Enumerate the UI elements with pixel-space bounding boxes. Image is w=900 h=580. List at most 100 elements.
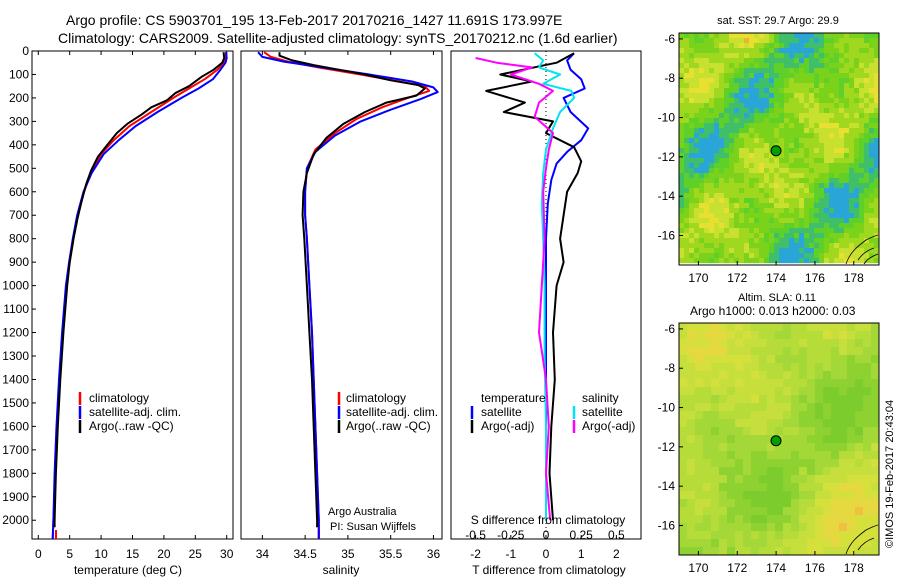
map-cell xyxy=(743,379,752,388)
map-cell xyxy=(791,499,800,508)
map-cell xyxy=(849,168,855,174)
map-cell xyxy=(694,173,700,179)
map-cell xyxy=(863,419,872,428)
map-cell xyxy=(839,138,845,144)
map-cell xyxy=(855,451,864,460)
map-cell xyxy=(754,73,760,79)
map-cell xyxy=(839,213,845,219)
map-cell xyxy=(794,188,800,194)
credit-program: Argo Australia xyxy=(328,506,397,518)
map-cell xyxy=(779,128,785,134)
map-cell xyxy=(847,331,856,340)
map-cell xyxy=(804,228,810,234)
map-cell xyxy=(839,43,845,49)
salinity-xlabel: salinity xyxy=(323,563,360,577)
map-cell xyxy=(799,113,805,119)
map-cell xyxy=(719,419,728,428)
map-cell xyxy=(714,33,720,39)
map-cell xyxy=(849,48,855,54)
map-cell xyxy=(804,108,810,114)
map-cell xyxy=(714,238,720,244)
map-cell xyxy=(694,178,700,184)
map-cell xyxy=(709,73,715,79)
map-cell xyxy=(709,63,715,69)
map-cell xyxy=(703,379,712,388)
map-cell xyxy=(847,499,856,508)
map-cell xyxy=(754,88,760,94)
map-cell xyxy=(831,339,840,348)
map-cell xyxy=(764,173,770,179)
map-cell xyxy=(864,108,870,114)
map-cell xyxy=(859,173,865,179)
map-cell xyxy=(684,198,690,204)
legend-label-climatology: climatology xyxy=(89,391,149,405)
map-cell xyxy=(719,108,725,114)
map-cell xyxy=(784,118,790,124)
map-cell xyxy=(774,78,780,84)
depth-tick-label: 500 xyxy=(9,161,29,175)
map-cell xyxy=(847,459,856,468)
map-cell xyxy=(854,128,860,134)
map-cell xyxy=(727,363,736,372)
map-cell xyxy=(824,68,830,74)
map-cell xyxy=(699,218,705,224)
map-cell xyxy=(719,113,725,119)
map-cell xyxy=(734,128,740,134)
depth-tick-label: 800 xyxy=(9,232,29,246)
map-cell xyxy=(714,203,720,209)
map-cell xyxy=(839,143,845,149)
map-cell xyxy=(751,475,760,484)
map-cell xyxy=(869,148,875,154)
map-cell xyxy=(809,203,815,209)
map-cell xyxy=(869,138,875,144)
map-cell xyxy=(679,403,688,412)
map-cell xyxy=(839,228,845,234)
map-cell xyxy=(829,98,835,104)
map-cell xyxy=(809,143,815,149)
map-cell xyxy=(689,163,695,169)
map-cell xyxy=(749,233,755,239)
map-cell xyxy=(799,203,805,209)
map-cell xyxy=(684,138,690,144)
map-cell xyxy=(799,133,805,139)
map-cell xyxy=(815,387,824,396)
map-cell xyxy=(724,83,730,89)
map-cell xyxy=(719,173,725,179)
map-cell xyxy=(774,168,780,174)
map-cell xyxy=(783,347,792,356)
map-cell xyxy=(799,153,805,159)
map-cell xyxy=(824,188,830,194)
map-cell xyxy=(714,168,720,174)
map-cell xyxy=(839,243,845,249)
map-cell xyxy=(769,163,775,169)
map-cell xyxy=(687,547,696,556)
map-cell xyxy=(734,203,740,209)
map-cell xyxy=(695,323,704,332)
map-cell xyxy=(704,108,710,114)
map-cell xyxy=(784,163,790,169)
map-cell xyxy=(829,228,835,234)
map-cell xyxy=(759,148,765,154)
map-cell xyxy=(863,403,872,412)
map-cell xyxy=(849,78,855,84)
map-cell xyxy=(844,178,850,184)
map-cell xyxy=(709,203,715,209)
map-cell xyxy=(779,68,785,74)
map-cell xyxy=(815,363,824,372)
map-cell xyxy=(735,411,744,420)
map-cell xyxy=(824,208,830,214)
legend-label-sal-argo: Argo(-adj) xyxy=(582,419,635,433)
map-cell xyxy=(719,238,725,244)
map-cell xyxy=(759,58,765,64)
map-cell xyxy=(764,73,770,79)
map-cell xyxy=(819,118,825,124)
map-cell xyxy=(791,491,800,500)
map-cell xyxy=(859,193,865,199)
map-cell xyxy=(844,163,850,169)
map-cell xyxy=(847,363,856,372)
map-cell xyxy=(871,459,880,468)
map-cell xyxy=(709,148,715,154)
map-cell xyxy=(779,118,785,124)
map-cell xyxy=(749,238,755,244)
map-cell xyxy=(831,371,840,380)
